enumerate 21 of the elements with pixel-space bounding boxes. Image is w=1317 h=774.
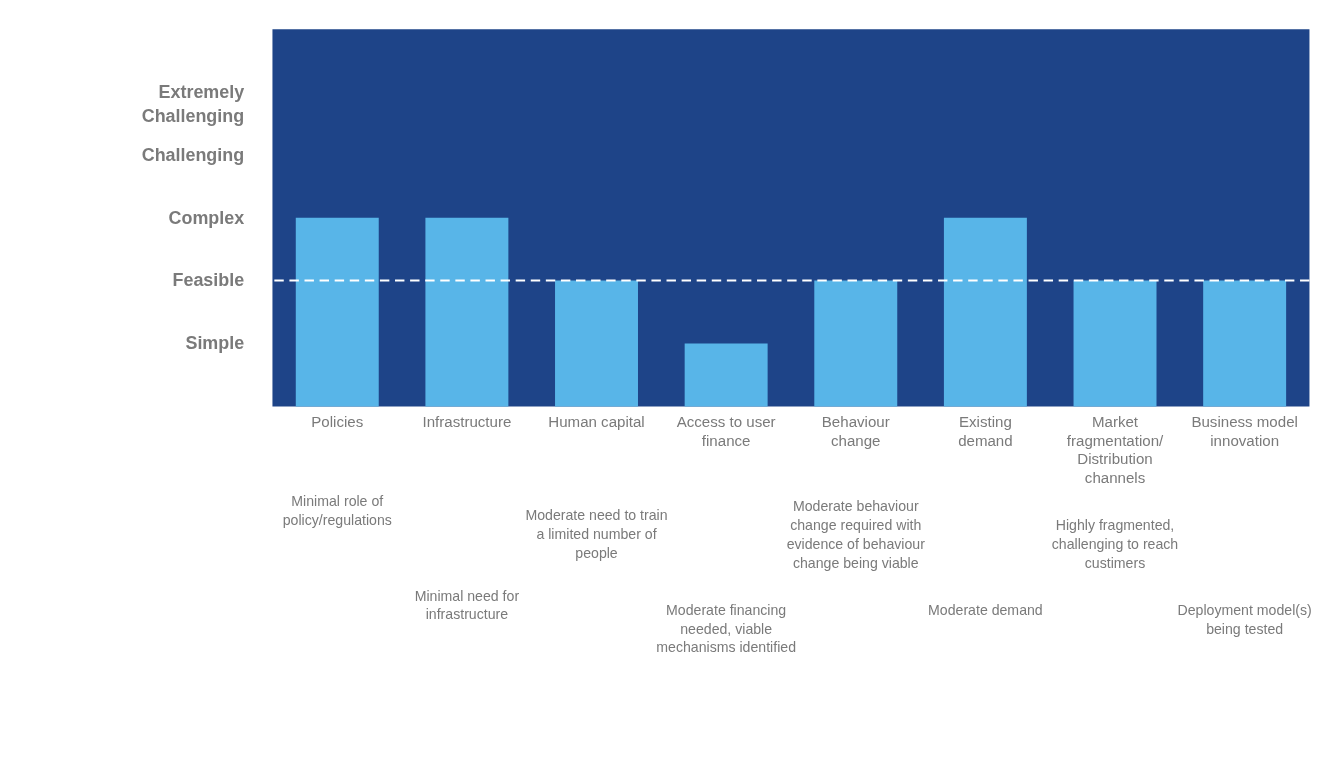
text: Moderate need to train a limited number of people <box>525 507 668 562</box>
x-tick-label: Human capital <box>548 412 645 430</box>
text: Feasible <box>172 270 245 291</box>
x-tick-label: Existing demand <box>958 412 1013 449</box>
x-tick-label: Access to user finance <box>676 412 776 449</box>
text: Challenging <box>141 144 245 165</box>
text: Moderate behaviour change required with evidence of behaviour change being viable <box>786 498 926 571</box>
x-tick-label: Infrastructure <box>422 412 512 430</box>
text: Highly fragmented, challenging to reach custimers <box>1051 516 1179 571</box>
x-tick-label: Policies <box>311 412 364 430</box>
text: Minimal role of policy/regulations <box>282 493 392 529</box>
x-tick-label: Behaviour change <box>821 412 890 449</box>
text: Simple <box>185 333 245 354</box>
text: Minimal need for infrastructure <box>414 587 520 623</box>
text: Extremely Challenging <box>141 81 245 127</box>
text: Moderate financing needed, viable mechanisms identified <box>656 601 797 656</box>
text: Deployment model(s) being tested <box>1177 601 1312 637</box>
x-tick-label: Market fragmentation/ Distribution channels <box>1066 412 1165 487</box>
x-tick-label: Business model innovation <box>1191 412 1298 449</box>
text: Complex <box>168 207 245 228</box>
text: Moderate demand <box>928 601 1043 618</box>
